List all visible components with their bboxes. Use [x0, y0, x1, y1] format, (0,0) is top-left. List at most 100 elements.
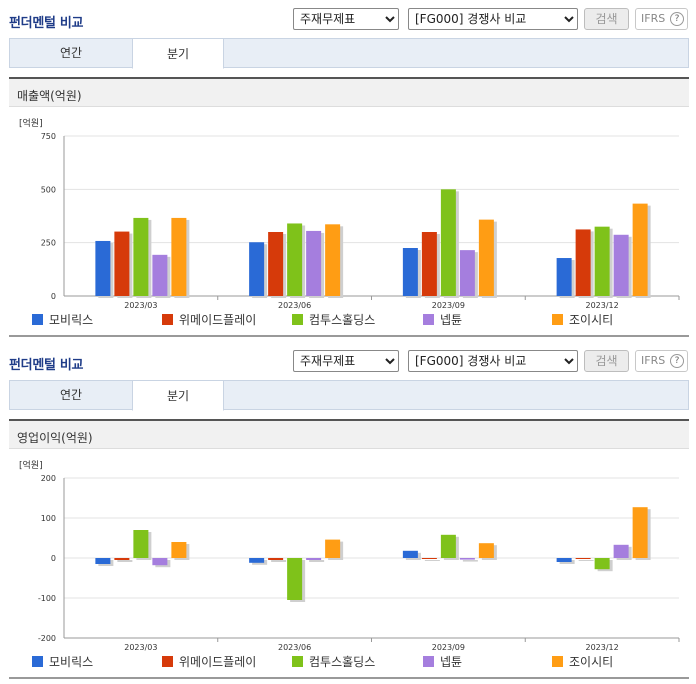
bar-shadow [309, 560, 325, 562]
bar[interactable] [114, 231, 130, 296]
statement-select[interactable]: 주재무제표 [293, 8, 399, 30]
chart-section-header: 영업이익(억원) [9, 419, 689, 449]
x-tick-label: 2023/03 [124, 643, 157, 652]
bar[interactable] [171, 542, 187, 558]
bar-shadow [462, 560, 478, 562]
bar[interactable] [268, 232, 284, 296]
bar[interactable] [325, 224, 341, 296]
fundamental-panel-revenue: 펀더멘털 비교 주재무제표 [FG000] 경쟁사 비교 검색 IFRS? 연간… [9, 8, 689, 337]
y-tick-label: 500 [41, 185, 56, 194]
bar[interactable] [95, 558, 111, 564]
bar[interactable] [249, 242, 265, 296]
compare-select[interactable]: [FG000] 경쟁사 비교 [408, 8, 578, 30]
statement-select[interactable]: 주재무제표 [293, 350, 399, 372]
unit-label: [억원] [19, 459, 43, 471]
chart-legend: 모비릭스 위메이드플레이 컴투스홀딩스 넵튠 조이시티 [32, 653, 682, 669]
ifrs-help-button[interactable]: IFRS? [635, 8, 688, 30]
bar[interactable] [478, 543, 494, 558]
tab-quarter[interactable]: 분기 [132, 38, 224, 69]
bar[interactable] [95, 240, 111, 296]
chart-legend: 모비릭스 위메이드플레이 컴투스홀딩스 넵튠 조이시티 [32, 311, 682, 327]
revenue-chart-box: 매출액(억원) [억원] 750 500 250 0 2023/03 2023/06 2023… [9, 77, 689, 337]
tab-annual[interactable]: 연간 [59, 46, 83, 60]
legend-item[interactable]: 모비릭스 [32, 311, 93, 328]
bar[interactable] [421, 558, 437, 559]
bar[interactable] [171, 217, 187, 296]
bar[interactable] [402, 550, 418, 558]
search-button[interactable]: 검색 [584, 8, 629, 30]
bar-shadow [117, 560, 133, 562]
bar[interactable] [632, 203, 648, 296]
x-tick-label: 2023/06 [278, 643, 311, 652]
bar-shadow [424, 560, 440, 561]
bar[interactable] [402, 248, 418, 296]
period-tabs: 연간 분기 [9, 380, 689, 411]
bar[interactable] [556, 558, 572, 562]
y-tick-label: -200 [38, 634, 56, 643]
legend-item[interactable]: 넵튠 [423, 311, 462, 328]
legend-label: 넵튠 [440, 655, 463, 669]
bar[interactable] [632, 507, 648, 558]
chart-section-title: 매출액(억원) [17, 89, 82, 103]
legend-item[interactable]: 넵튠 [423, 653, 462, 670]
legend-label: 조이시티 [569, 313, 614, 327]
x-tick-label: 2023/09 [432, 643, 465, 652]
search-button[interactable]: 검색 [584, 350, 629, 372]
legend-item[interactable]: 컴투스홀딩스 [292, 653, 375, 670]
bar[interactable] [268, 558, 284, 560]
legend-item[interactable]: 위메이드플레이 [162, 311, 256, 328]
tab-quarter[interactable]: 분기 [132, 380, 224, 411]
x-tick-label: 2023/09 [432, 301, 465, 310]
bar[interactable] [575, 558, 591, 559]
legend-item[interactable]: 조이시티 [552, 653, 613, 670]
legend-item[interactable]: 조이시티 [552, 311, 613, 328]
legend-label: 넵튠 [440, 313, 463, 327]
bar[interactable] [287, 223, 303, 296]
panel-title: 펀더멘털 비교 [9, 358, 84, 373]
bar[interactable] [114, 558, 130, 560]
bar[interactable] [440, 189, 456, 296]
bar[interactable] [594, 226, 610, 296]
x-tick-label: 2023/06 [278, 301, 311, 310]
bar[interactable] [556, 258, 572, 296]
tab-annual[interactable]: 연간 [59, 388, 83, 402]
bar[interactable] [152, 254, 168, 296]
legend-swatch [552, 314, 563, 325]
legend-item[interactable]: 위메이드플레이 [162, 653, 256, 670]
bar[interactable] [152, 558, 168, 566]
legend-label: 위메이드플레이 [179, 313, 257, 327]
legend-item[interactable]: 컴투스홀딩스 [292, 311, 375, 328]
fundamental-panel-operating-profit: 펀더멘털 비교 주재무제표 [FG000] 경쟁사 비교 검색 IFRS? 연간… [0, 342, 696, 684]
legend-swatch [162, 656, 173, 667]
bar[interactable] [478, 219, 494, 296]
legend-swatch [292, 656, 303, 667]
y-tick-label: 200 [41, 474, 56, 483]
ifrs-help-button[interactable]: IFRS? [635, 350, 688, 372]
compare-select[interactable]: [FG000] 경쟁사 비교 [408, 350, 578, 372]
legend-swatch [292, 314, 303, 325]
legend-swatch [552, 656, 563, 667]
bar[interactable] [325, 539, 341, 558]
legend-label: 모비릭스 [49, 313, 94, 327]
x-tick-label: 2023/12 [586, 643, 619, 652]
bar[interactable] [421, 232, 437, 296]
bar[interactable] [459, 250, 475, 296]
legend-swatch [32, 656, 43, 667]
legend-label: 컴투스홀딩스 [309, 655, 376, 669]
bar[interactable] [133, 217, 149, 296]
bar[interactable] [459, 558, 475, 560]
bar[interactable] [594, 558, 610, 570]
bar[interactable] [133, 530, 149, 558]
bar[interactable] [613, 544, 629, 558]
bar-shadow [271, 560, 287, 562]
bar[interactable] [249, 558, 265, 563]
legend-item[interactable]: 모비릭스 [32, 653, 93, 670]
ifrs-label: IFRS [641, 12, 666, 25]
bar[interactable] [287, 558, 303, 600]
legend-label: 컴투스홀딩스 [309, 313, 376, 327]
bar[interactable] [306, 230, 322, 296]
bar[interactable] [575, 229, 591, 296]
bar[interactable] [613, 234, 629, 296]
bar[interactable] [306, 558, 322, 560]
bar[interactable] [440, 534, 456, 558]
